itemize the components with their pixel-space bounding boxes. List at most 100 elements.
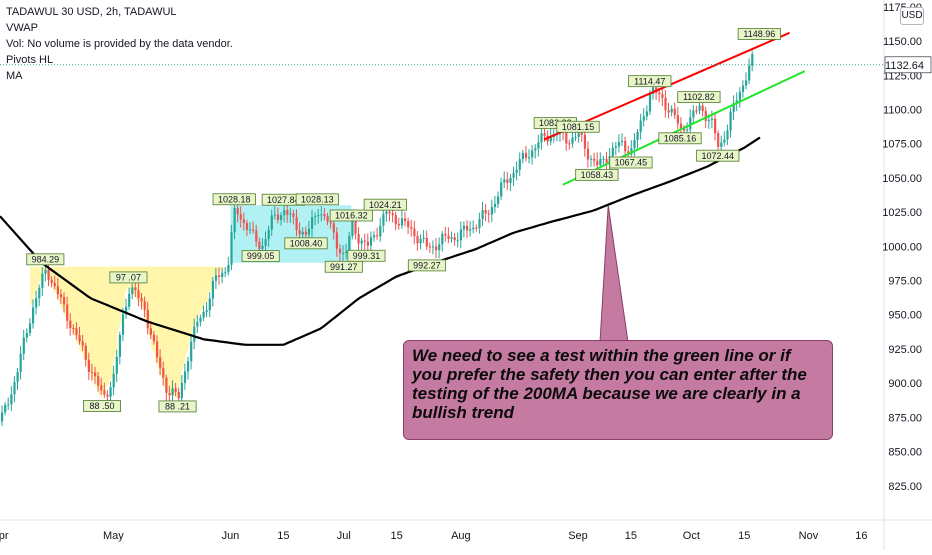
- candle-body: [286, 210, 289, 215]
- candle-body: [676, 115, 679, 124]
- candle-body: [208, 298, 211, 311]
- candle-body: [385, 211, 388, 215]
- candle-body: [670, 108, 673, 113]
- chart-legend: TADAWUL 30 USD, 2h, TADAWUL VWAP Vol: No…: [6, 4, 233, 84]
- candle-body: [255, 230, 258, 242]
- pivot-label: 999.31: [353, 251, 381, 261]
- legend-pivots[interactable]: Pivots HL: [6, 54, 54, 66]
- candle-body: [224, 272, 227, 274]
- candle-body: [193, 326, 196, 342]
- candle-body: [258, 241, 261, 249]
- candle-body: [714, 118, 717, 134]
- candle-body: [335, 232, 338, 249]
- candle-body: [16, 371, 19, 382]
- candle-body: [732, 102, 735, 112]
- candle-body: [472, 227, 475, 230]
- candle-body: [497, 196, 500, 204]
- candle-body: [283, 210, 286, 216]
- candle-body: [118, 334, 121, 357]
- candle-body: [438, 244, 441, 251]
- candle-body: [329, 221, 332, 224]
- candle-body: [506, 179, 509, 183]
- candle-body: [165, 377, 168, 393]
- candle-body: [425, 237, 428, 247]
- candle-body: [146, 309, 149, 329]
- candle-body: [270, 215, 273, 230]
- candle-body: [645, 111, 648, 117]
- candle-body: [462, 225, 466, 230]
- candle-body: [149, 328, 152, 335]
- pivot-label: 1114.47: [634, 76, 665, 86]
- candle-body: [28, 323, 32, 333]
- pivot-label: 1102.82: [683, 92, 715, 102]
- candle-body: [729, 111, 732, 131]
- x-tick-label: 15: [391, 530, 403, 542]
- pivot-label-box: [329, 209, 373, 222]
- candle-body: [304, 231, 307, 235]
- candle-body: [233, 208, 236, 233]
- pivot-labels: 984.29 88 .50 97 .07 88 .21 1028.18 999.05 102…: [26, 28, 781, 413]
- candle-body: [323, 214, 326, 217]
- candle-body: [369, 237, 373, 246]
- x-tick-label: 15: [738, 530, 750, 542]
- candle-body: [211, 280, 214, 299]
- pivot-label-box: [737, 28, 781, 40]
- y-tick-label: 1025.00: [882, 207, 922, 219]
- candle-body: [298, 230, 301, 235]
- candle-body: [47, 269, 50, 280]
- legend-vwap[interactable]: VWAP: [6, 22, 38, 34]
- pivot-label: 88 .21: [165, 402, 190, 412]
- candle-body: [289, 213, 292, 215]
- candle-body: [81, 341, 84, 346]
- x-tick-label: Oct: [683, 530, 700, 542]
- candle-body: [152, 334, 156, 342]
- candle-body: [720, 142, 723, 147]
- legend-ma[interactable]: MA: [6, 70, 23, 82]
- candle-body: [171, 388, 174, 396]
- legend-volume[interactable]: Vol: No volume is provided by the data v…: [6, 38, 233, 50]
- candle-body: [577, 132, 580, 137]
- y-tick-label: 1000.00: [882, 241, 922, 253]
- pivot-label-box: [284, 237, 328, 250]
- candle-body: [143, 301, 146, 310]
- candle-body: [53, 283, 56, 287]
- candle-body: [311, 217, 314, 229]
- candle-body: [444, 233, 447, 236]
- candle-body: [183, 371, 187, 383]
- candle-body: [689, 117, 692, 130]
- candle-body: [242, 219, 245, 224]
- candle-body: [140, 298, 143, 302]
- candle-body: [376, 235, 379, 237]
- pivot-label: 1016.32: [335, 211, 368, 221]
- candle-body: [190, 341, 193, 362]
- candle-body: [521, 152, 524, 160]
- candle-body: [295, 216, 298, 231]
- y-tick-label: 950.00: [888, 310, 922, 322]
- candle-body: [50, 279, 53, 284]
- candle-body: [627, 151, 630, 155]
- candle-body: [481, 210, 484, 220]
- annotation-note[interactable]: We need to see a test within the green l…: [403, 340, 833, 440]
- candle-body: [391, 213, 394, 216]
- candle-body: [723, 139, 726, 143]
- legend-symbol-title[interactable]: TADAWUL 30 USD, 2h, TADAWUL: [6, 6, 177, 18]
- candle-body: [360, 240, 363, 244]
- candle-body: [4, 404, 7, 413]
- currency-button[interactable]: USD: [900, 7, 924, 25]
- candle-body: [75, 328, 78, 336]
- candle-body: [342, 253, 345, 255]
- x-tick-label: Jun: [222, 530, 240, 542]
- pivot-label-box: [158, 400, 197, 413]
- candle-body: [239, 214, 242, 220]
- candle-body: [177, 391, 180, 399]
- candle-body: [748, 65, 751, 81]
- candle-body: [72, 328, 75, 330]
- pivot-label: 1024.21: [369, 200, 402, 210]
- candle-body: [658, 92, 661, 95]
- candle-body: [159, 357, 162, 369]
- candle-body: [121, 314, 125, 335]
- candle-body: [664, 97, 667, 111]
- candle-body: [44, 269, 47, 274]
